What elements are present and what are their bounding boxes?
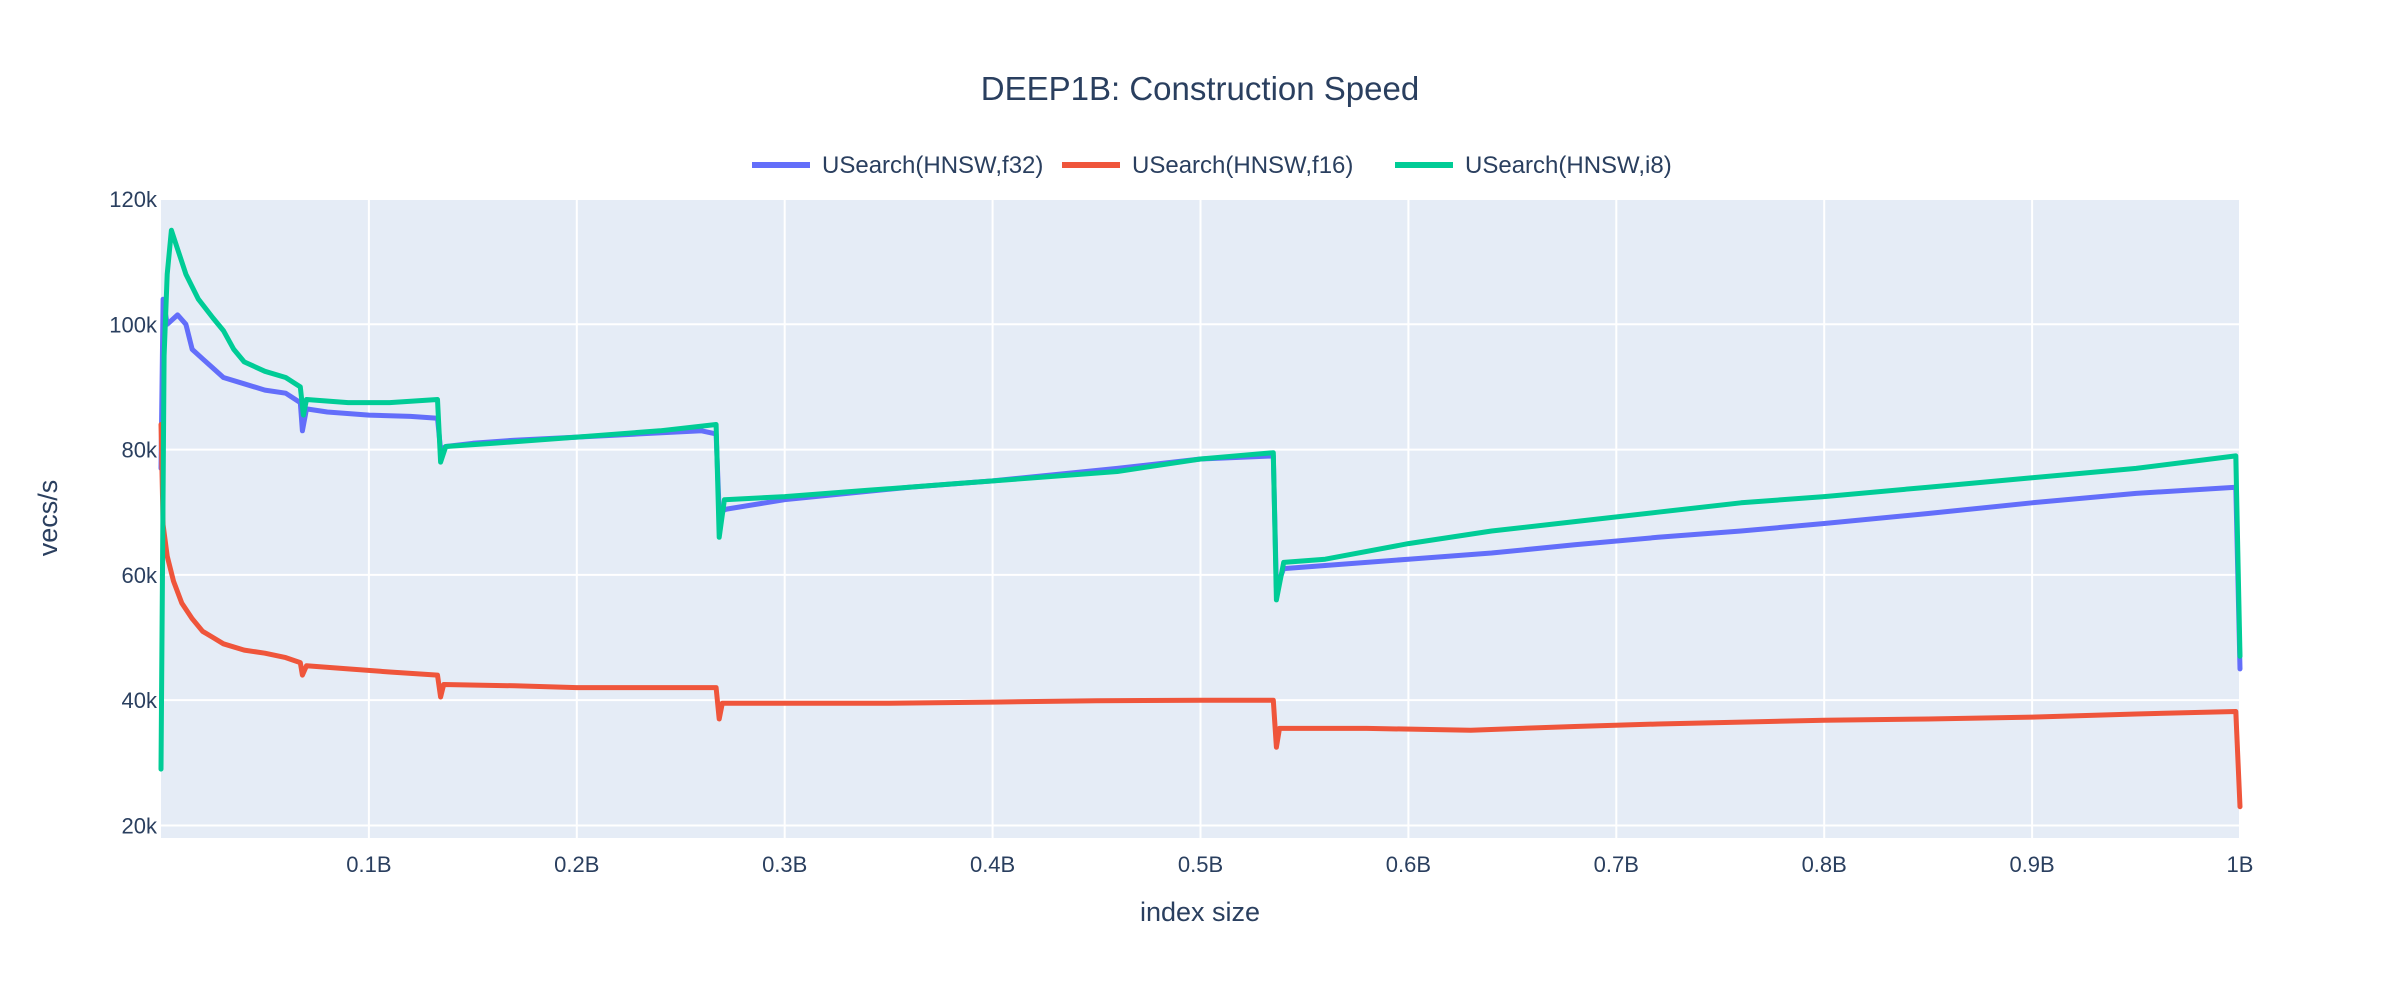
x-tick-label: 0.6B — [1386, 852, 1431, 877]
gridlines — [161, 198, 2241, 838]
x-tick-label: 0.4B — [970, 852, 1015, 877]
legend-item[interactable]: USearch(HNSW,i8) — [1395, 152, 1672, 179]
x-tick-label: 0.8B — [1802, 852, 1847, 877]
x-tick-label: 0.7B — [1594, 852, 1639, 877]
series-line-3 — [158, 227, 2243, 772]
legend[interactable]: USearch(HNSW,f32) USearch(HNSW,f16) USearc… — [752, 152, 1672, 179]
y-tick-label: 20k — [122, 813, 158, 838]
legend-item[interactable]: USearch(HNSW,f32) — [752, 152, 1043, 179]
series-lines — [158, 227, 2243, 810]
x-tick-label: 0.9B — [2009, 852, 2054, 877]
y-tick-label: 80k — [122, 438, 158, 463]
y-tick-label: 100k — [109, 312, 158, 337]
tick-labels: 20k 40k 60k 80k 100k 120k 0.1B 0.2B 0.3B 0.4B 0.5B… — [109, 187, 2253, 877]
series-line-1 — [158, 296, 2243, 672]
legend-label: USearch(HNSW,i8) — [1465, 152, 1672, 179]
x-tick-label: 0.2B — [554, 852, 599, 877]
x-axis-title: index size — [1140, 897, 1260, 927]
x-tick-label: 0.5B — [1178, 852, 1223, 877]
legend-label: USearch(HNSW,f32) — [822, 152, 1043, 179]
chart-title: DEEP1B: Construction Speed — [981, 70, 1419, 107]
y-axis-title: vecs/s — [33, 480, 63, 557]
legend-item[interactable]: USearch(HNSW,f16) — [1062, 152, 1353, 179]
y-tick-label: 60k — [122, 563, 158, 588]
x-tick-label: 0.1B — [346, 852, 391, 877]
y-tick-label: 40k — [122, 688, 158, 713]
y-tick-label: 120k — [109, 187, 158, 212]
legend-label: USearch(HNSW,f16) — [1132, 152, 1353, 179]
x-tick-label: 1B — [2227, 852, 2254, 877]
series-line-2 — [158, 422, 2243, 810]
x-tick-label: 0.3B — [762, 852, 807, 877]
